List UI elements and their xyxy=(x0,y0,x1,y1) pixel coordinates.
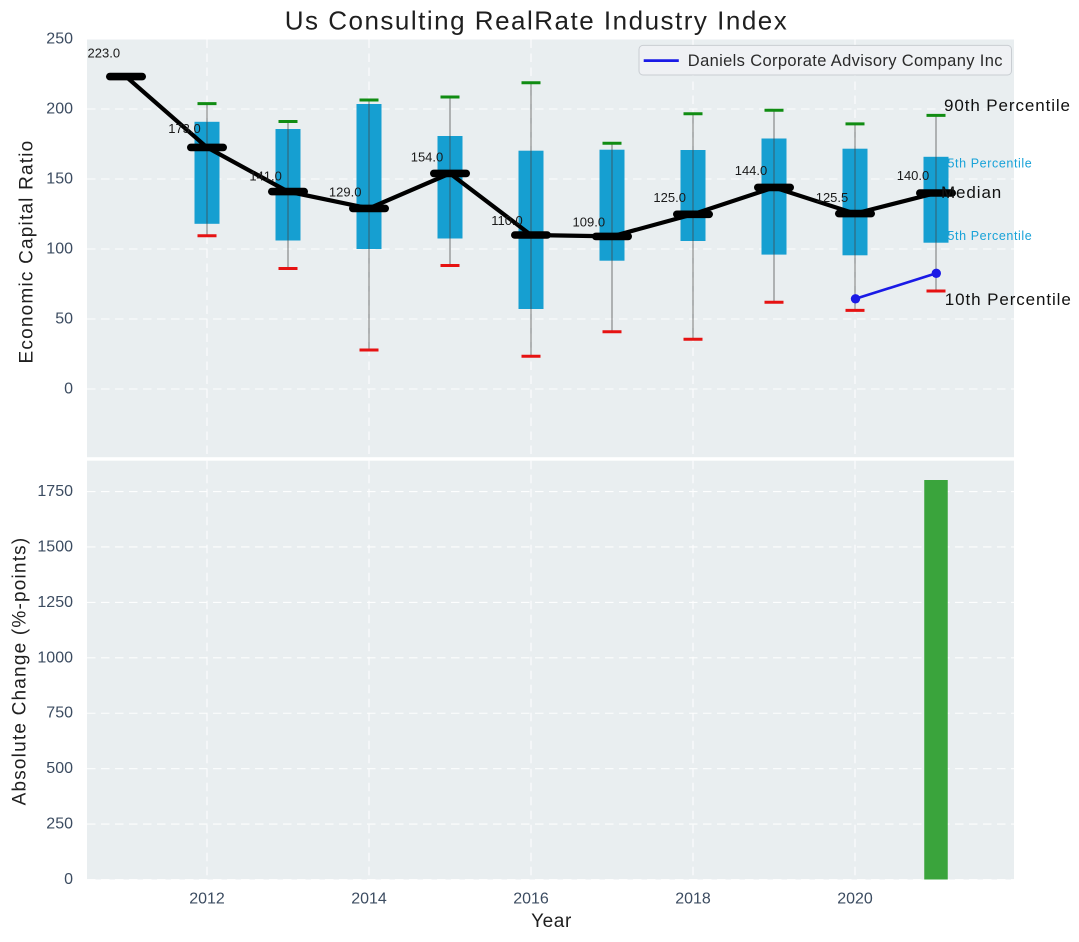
svg-text:2016: 2016 xyxy=(513,891,549,908)
svg-text:100: 100 xyxy=(46,241,73,258)
svg-text:125.5: 125.5 xyxy=(816,190,849,205)
svg-text:5th Percentile: 5th Percentile xyxy=(948,229,1033,243)
svg-text:110.0: 110.0 xyxy=(491,213,523,228)
svg-text:2020: 2020 xyxy=(837,891,873,908)
svg-text:2014: 2014 xyxy=(351,891,387,908)
svg-text:1250: 1250 xyxy=(37,594,73,611)
svg-text:Year: Year xyxy=(531,911,572,932)
svg-text:250: 250 xyxy=(46,816,73,833)
svg-text:223.0: 223.0 xyxy=(88,46,121,61)
svg-text:10th Percentile: 10th Percentile xyxy=(945,290,1072,309)
svg-text:Median: Median xyxy=(941,183,1002,202)
svg-text:109.0: 109.0 xyxy=(573,215,606,230)
svg-text:141.0: 141.0 xyxy=(249,168,282,183)
svg-text:90th Percentile: 90th Percentile xyxy=(944,96,1071,115)
svg-text:50: 50 xyxy=(55,311,73,328)
svg-text:500: 500 xyxy=(46,760,73,777)
svg-text:144.0: 144.0 xyxy=(735,163,768,178)
svg-text:0: 0 xyxy=(64,871,73,888)
svg-text:125.0: 125.0 xyxy=(653,190,686,205)
svg-text:750: 750 xyxy=(46,705,73,722)
svg-text:173.0: 173.0 xyxy=(168,121,201,136)
svg-text:Daniels Corporate Advisory Com: Daniels Corporate Advisory Company Inc xyxy=(688,52,1003,70)
svg-text:250: 250 xyxy=(46,31,73,48)
svg-text:129.0: 129.0 xyxy=(329,184,362,199)
svg-text:154.0: 154.0 xyxy=(411,150,444,165)
svg-text:2018: 2018 xyxy=(675,891,711,908)
svg-text:1750: 1750 xyxy=(37,483,73,500)
svg-text:200: 200 xyxy=(46,101,73,118)
svg-text:140.0: 140.0 xyxy=(897,168,930,183)
svg-text:1500: 1500 xyxy=(37,538,73,555)
svg-text:Us Consulting RealRate Industr: Us Consulting RealRate Industry Index xyxy=(285,6,789,36)
svg-text:5th Percentile: 5th Percentile xyxy=(948,156,1033,170)
svg-text:Absolute Change (%-points): Absolute Change (%-points) xyxy=(10,537,31,806)
svg-text:2012: 2012 xyxy=(189,891,225,908)
svg-text:Economic Capital Ratio: Economic Capital Ratio xyxy=(17,140,38,364)
svg-text:150: 150 xyxy=(46,171,73,188)
svg-text:0: 0 xyxy=(64,381,73,398)
svg-text:1000: 1000 xyxy=(37,649,73,666)
